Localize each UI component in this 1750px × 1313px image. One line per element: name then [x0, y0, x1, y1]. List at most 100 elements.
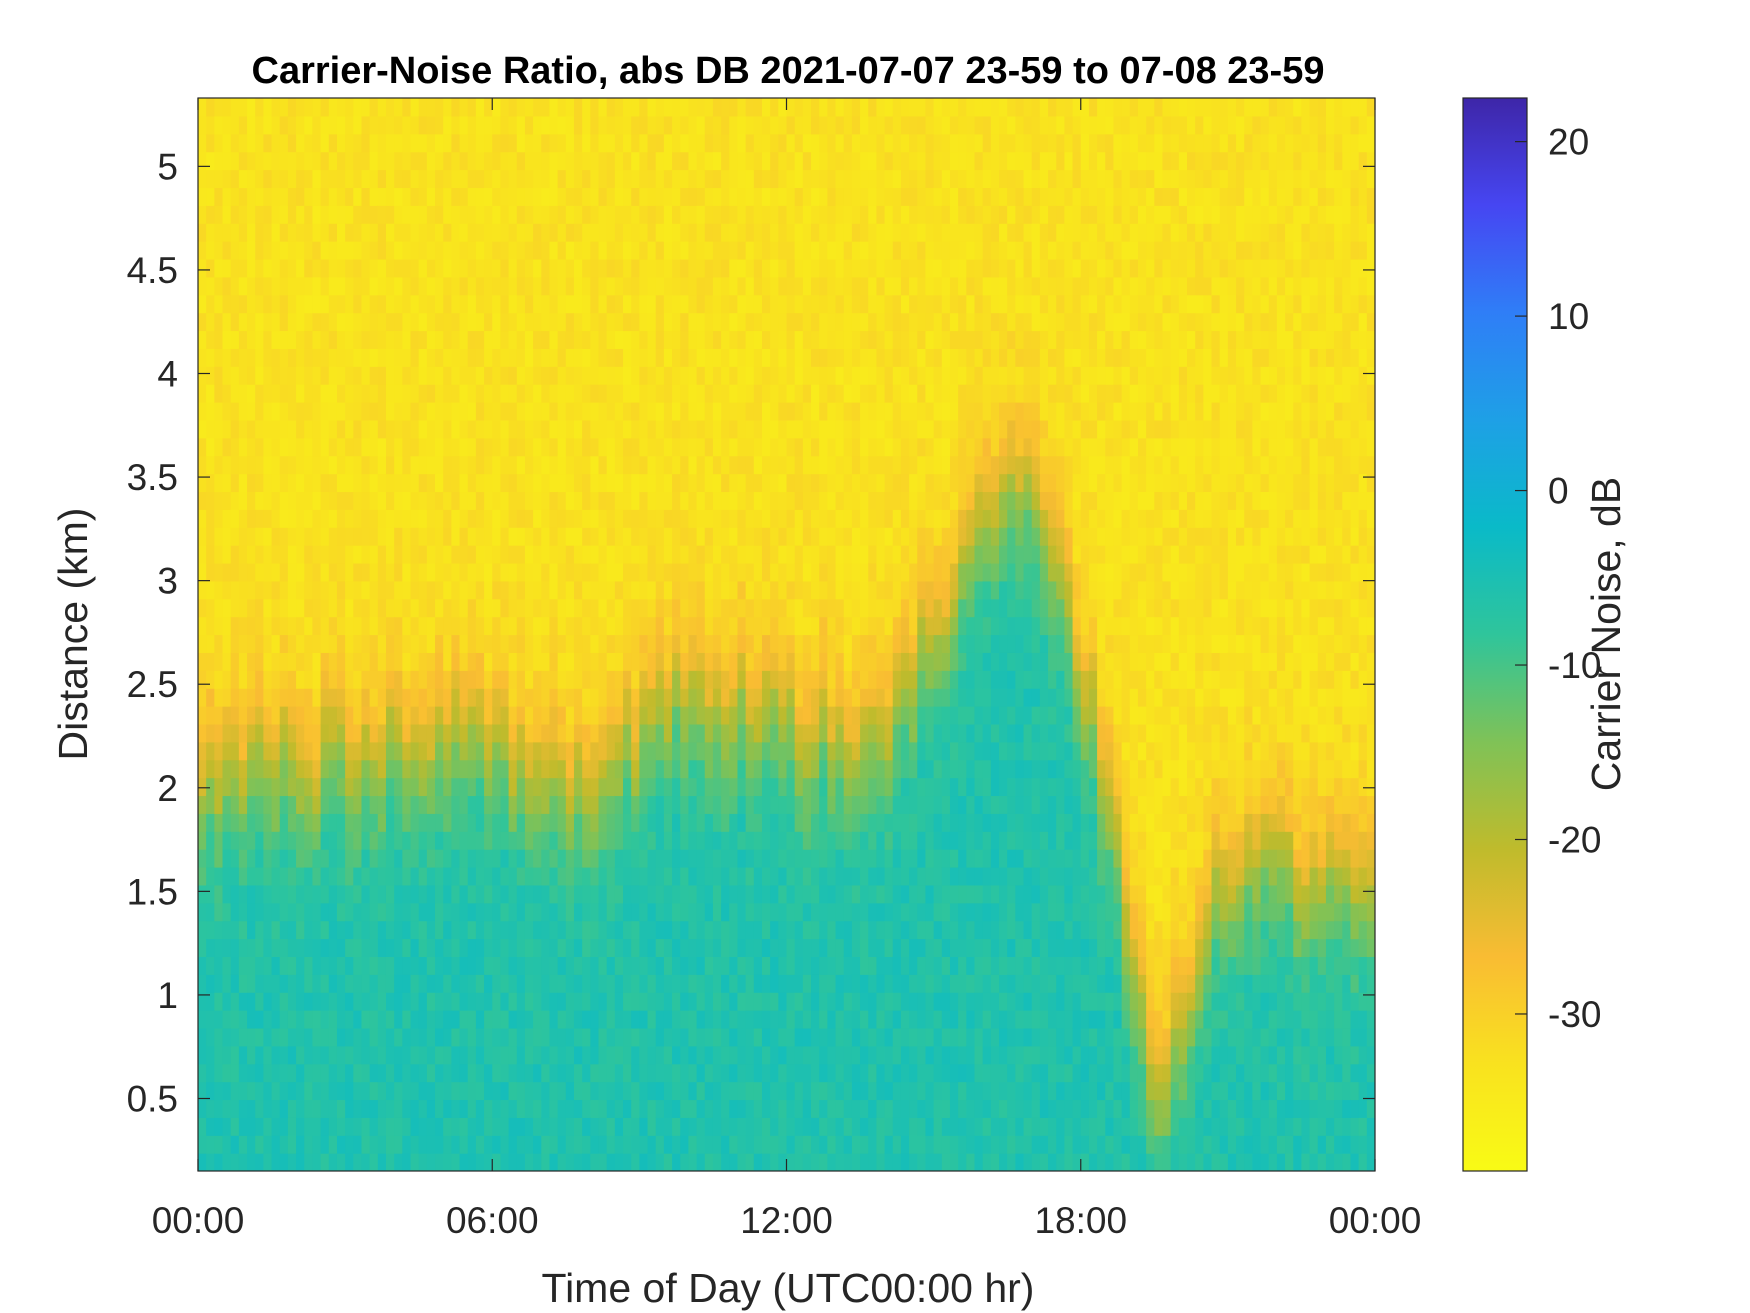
- heatmap-cell: [631, 580, 640, 600]
- heatmap-cell: [369, 437, 379, 457]
- heatmap-cell: [541, 223, 551, 242]
- heatmap-cell: [737, 1117, 747, 1136]
- heatmap-cell: [745, 688, 755, 707]
- heatmap-cell: [443, 759, 452, 779]
- heatmap-cell: [459, 545, 469, 564]
- heatmap-cell: [688, 974, 698, 993]
- heatmap-cell: [598, 866, 608, 886]
- heatmap-cell: [279, 759, 289, 779]
- heatmap-cell: [222, 992, 232, 1011]
- heatmap-cell: [312, 133, 322, 153]
- heatmap-cell: [484, 652, 493, 671]
- heatmap-cell: [336, 902, 346, 922]
- heatmap-cell: [418, 455, 428, 475]
- heatmap-cell: [345, 169, 354, 189]
- heatmap-cell: [459, 1153, 469, 1171]
- heatmap-cell: [369, 992, 379, 1011]
- heatmap-cell: [606, 366, 616, 385]
- heatmap-cell: [573, 402, 583, 421]
- heatmap-cell: [606, 706, 616, 725]
- heatmap-cell: [843, 956, 853, 975]
- heatmap-cell: [451, 366, 461, 385]
- heatmap-cell: [843, 1045, 853, 1065]
- heatmap-cell: [761, 741, 771, 761]
- heatmap-cell: [304, 223, 314, 242]
- heatmap-cell: [336, 670, 346, 689]
- heatmap-cell: [198, 741, 207, 761]
- heatmap-cell: [663, 884, 673, 904]
- heatmap-cell: [369, 384, 379, 403]
- heatmap-cell: [835, 688, 845, 707]
- heatmap-cell: [802, 849, 812, 868]
- heatmap-cell: [255, 562, 264, 582]
- heatmap-cell: [206, 652, 215, 671]
- heatmap-cell: [623, 598, 632, 618]
- heatmap-cell: [623, 98, 632, 117]
- heatmap-cell: [794, 527, 804, 546]
- heatmap-cell: [296, 1063, 305, 1083]
- heatmap-cell: [336, 974, 346, 993]
- heatmap-cell: [623, 1135, 632, 1154]
- heatmap-cell: [827, 366, 837, 385]
- heatmap-cell: [737, 1135, 747, 1154]
- heatmap-cell: [435, 902, 444, 922]
- heatmap-cell: [598, 241, 608, 260]
- heatmap-cell: [761, 1010, 771, 1029]
- heatmap-cell: [811, 706, 820, 725]
- heatmap-cell: [745, 545, 755, 564]
- heatmap-cell: [516, 1010, 526, 1029]
- heatmap-cell: [802, 938, 812, 957]
- heatmap-cell: [263, 956, 273, 975]
- heatmap-cell: [721, 402, 730, 421]
- heatmap-cell: [475, 151, 485, 171]
- heatmap-cell: [631, 437, 640, 457]
- heatmap-cell: [811, 115, 820, 135]
- heatmap-cell: [770, 956, 779, 975]
- heatmap-cell: [761, 509, 771, 528]
- heatmap-cell: [394, 151, 403, 171]
- heatmap-cell: [255, 670, 264, 689]
- heatmap-cell: [279, 1099, 289, 1118]
- heatmap-cell: [336, 455, 346, 475]
- heatmap-cell: [565, 1027, 575, 1047]
- heatmap-cell: [672, 580, 681, 600]
- heatmap-cell: [247, 1099, 256, 1118]
- heatmap-cell: [860, 1027, 869, 1047]
- heatmap-cell: [508, 294, 518, 314]
- heatmap-cell: [451, 276, 461, 296]
- heatmap-cell: [296, 258, 305, 278]
- heatmap-cell: [647, 402, 657, 421]
- heatmap-cell: [843, 1010, 853, 1029]
- heatmap-cell: [590, 813, 600, 832]
- heatmap-cell: [737, 759, 747, 779]
- heatmap-cell: [336, 598, 346, 618]
- heatmap-cell: [312, 580, 322, 600]
- heatmap-cell: [435, 688, 444, 707]
- heatmap-cell: [549, 1063, 559, 1083]
- heatmap-cell: [238, 151, 248, 171]
- heatmap-cell: [729, 223, 739, 242]
- heatmap-cell: [279, 795, 289, 814]
- heatmap-cell: [761, 884, 771, 904]
- heatmap-cell: [230, 473, 240, 493]
- heatmap-cell: [721, 205, 730, 224]
- heatmap-cell: [451, 169, 461, 189]
- heatmap-cell: [778, 187, 788, 206]
- heatmap-cell: [843, 384, 853, 403]
- heatmap-cell: [459, 920, 469, 940]
- heatmap-cell: [271, 777, 281, 797]
- heatmap-cell: [475, 169, 485, 189]
- heatmap-cell: [606, 1027, 616, 1047]
- heatmap-cell: [443, 1117, 452, 1136]
- heatmap-cell: [451, 938, 461, 957]
- heatmap-cell: [647, 634, 657, 653]
- heatmap-cell: [467, 1117, 477, 1136]
- heatmap-cell: [631, 241, 640, 260]
- heatmap-cell: [778, 759, 788, 779]
- heatmap-cell: [206, 1099, 215, 1118]
- heatmap-cell: [336, 133, 346, 153]
- heatmap-cell: [230, 294, 240, 314]
- heatmap-cell: [475, 384, 485, 403]
- heatmap-cell: [279, 938, 289, 957]
- heatmap-cell: [819, 902, 828, 922]
